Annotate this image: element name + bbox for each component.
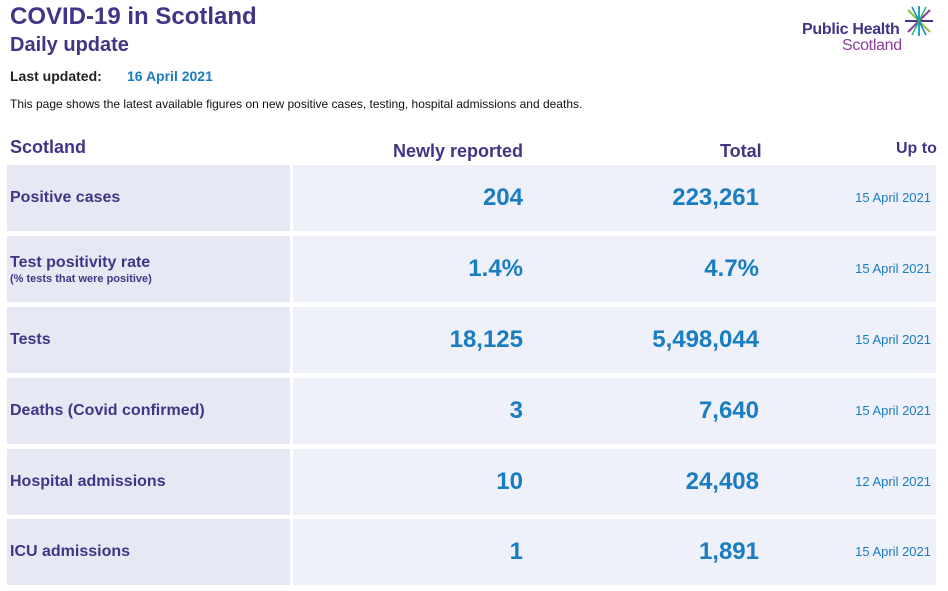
star-burst-icon	[905, 6, 933, 36]
column-header-newly-reported: Newly reported	[393, 141, 524, 161]
row-newly-reported-value: 18,125	[449, 326, 523, 353]
row-up-to-date: 15 April 2021	[855, 332, 931, 347]
row-up-to-date: 15 April 2021	[855, 190, 931, 205]
row-newly-reported-value: 204	[482, 184, 523, 211]
row-data-background	[293, 449, 936, 515]
row-label: Deaths (Covid confirmed)	[10, 378, 205, 444]
table-row: Hospital admissions 10 24,408 12 April 2…	[7, 449, 936, 515]
logo-text-public-health: Public Health	[802, 21, 900, 38]
row-total-value: 24,408	[685, 468, 759, 495]
row-label-background	[7, 165, 290, 231]
last-updated-label: Last updated:	[10, 68, 102, 84]
table-row: ICU admissions 1 1,891 15 April 2021	[7, 519, 936, 585]
row-total-value: 223,261	[672, 184, 759, 211]
row-label-text: Positive cases	[10, 189, 121, 206]
row-label-text: Hospital admissions	[10, 473, 166, 490]
row-sublabel-text: (% tests that were positive)	[10, 272, 152, 285]
row-label-background	[7, 378, 290, 444]
row-newly-reported-value: 1.4%	[468, 255, 523, 282]
last-updated-date: 16 April 2021	[127, 68, 213, 84]
row-total-value: 1,891	[698, 538, 759, 565]
row-label: Positive cases	[10, 165, 120, 231]
row-total-value: 7,640	[698, 397, 759, 424]
row-data-background	[293, 519, 936, 585]
row-label-text: Deaths (Covid confirmed)	[10, 402, 205, 419]
page-subtitle: Daily update	[10, 34, 129, 56]
page-title: COVID-19 in Scotland	[10, 3, 257, 30]
row-label: Hospital admissions	[10, 449, 166, 515]
row-label-text: Tests	[10, 331, 51, 348]
row-label-background	[7, 519, 290, 585]
row-up-to-date: 15 April 2021	[855, 544, 931, 559]
row-label-background	[7, 236, 290, 302]
row-label: Tests	[10, 307, 51, 373]
table-row: Deaths (Covid confirmed) 3 7,640 15 Apri…	[7, 378, 936, 444]
column-header-region: Scotland	[10, 137, 87, 157]
row-total-value: 4.7%	[704, 255, 759, 282]
row-data-background	[293, 236, 936, 302]
row-data-background	[293, 307, 936, 373]
row-up-to-date: 15 April 2021	[855, 261, 931, 276]
table-row: Positive cases 204 223,261 15 April 2021	[7, 165, 936, 231]
row-label-background	[7, 449, 290, 515]
public-health-scotland-logo: Public Health Scotland	[802, 4, 942, 58]
row-data-background	[293, 378, 936, 444]
row-label-text: Test positivity rate	[10, 253, 151, 271]
row-label: Test positivity rate (% tests that were …	[10, 236, 152, 302]
row-up-to-date: 15 April 2021	[855, 403, 931, 418]
column-header-total: Total	[720, 141, 762, 161]
row-up-to-date: 12 April 2021	[855, 474, 931, 489]
row-total-value: 5,498,044	[652, 326, 759, 353]
row-data-background	[293, 165, 936, 231]
row-newly-reported-value: 1	[509, 538, 523, 565]
row-label-text: ICU admissions	[10, 543, 131, 560]
table-row: Tests 18,125 5,498,044 15 April 2021	[7, 307, 936, 373]
logo-text-scotland: Scotland	[842, 37, 902, 54]
column-header-up-to: Up to	[896, 140, 937, 157]
table-row: Test positivity rate (% tests that were …	[7, 236, 936, 302]
row-newly-reported-value: 3	[509, 397, 523, 424]
intro-text: This page shows the latest available fig…	[10, 97, 583, 111]
row-label-background	[7, 307, 290, 373]
row-label: ICU admissions	[10, 519, 130, 585]
row-newly-reported-value: 10	[496, 468, 523, 495]
